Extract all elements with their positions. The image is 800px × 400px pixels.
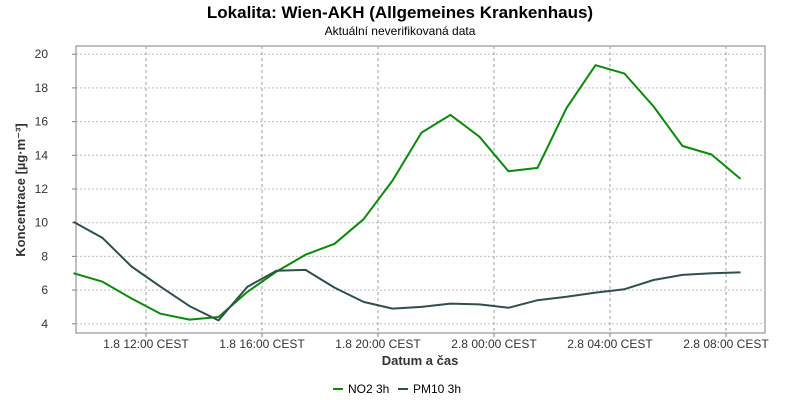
series-line-no2 [73, 64, 742, 321]
y-tick-label: 20 [35, 47, 49, 61]
y-axis-label: Koncentrace [µg·m⁻³] [13, 123, 28, 257]
series-line-pm10 [73, 221, 741, 322]
x-tick-label: 1.8 12:00 CEST [103, 337, 189, 351]
y-tick-label: 14 [35, 148, 49, 162]
y-tick-label: 6 [41, 283, 48, 297]
y-tick-label: 10 [35, 216, 49, 230]
x-tick-label: 1.8 20:00 CEST [335, 337, 421, 351]
grid [76, 46, 765, 333]
x-tick-label: 2.8 08:00 CEST [683, 337, 769, 351]
series-group [73, 64, 742, 322]
x-tick-label: 2.8 00:00 CEST [451, 337, 537, 351]
y-tick-label: 8 [41, 249, 48, 263]
legend: NO2 3h PM10 3h [333, 382, 461, 396]
y-tick-label: 4 [41, 317, 48, 331]
x-tick-label: 1.8 16:00 CEST [219, 337, 305, 351]
y-tick-label: 16 [35, 115, 49, 129]
legend-label: PM10 3h [413, 382, 461, 396]
x-axis-label: Datum a čas [382, 353, 459, 368]
legend-label: NO2 3h [348, 382, 389, 396]
y-tick-label: 12 [35, 182, 49, 196]
chart-subtitle: Aktuální neverifikovaná data [325, 24, 476, 38]
x-tick-label: 2.8 04:00 CEST [567, 337, 653, 351]
y-tick-label: 18 [35, 81, 49, 95]
chart-title: Lokalita: Wien-AKH (Allgemeines Krankenh… [207, 3, 593, 22]
x-axis-ticks: 1.8 12:00 CEST 1.8 16:00 CEST 1.8 20:00 CE… [103, 333, 769, 351]
y-axis-ticks: 4 6 8 10 12 14 16 18 20 [35, 47, 76, 331]
